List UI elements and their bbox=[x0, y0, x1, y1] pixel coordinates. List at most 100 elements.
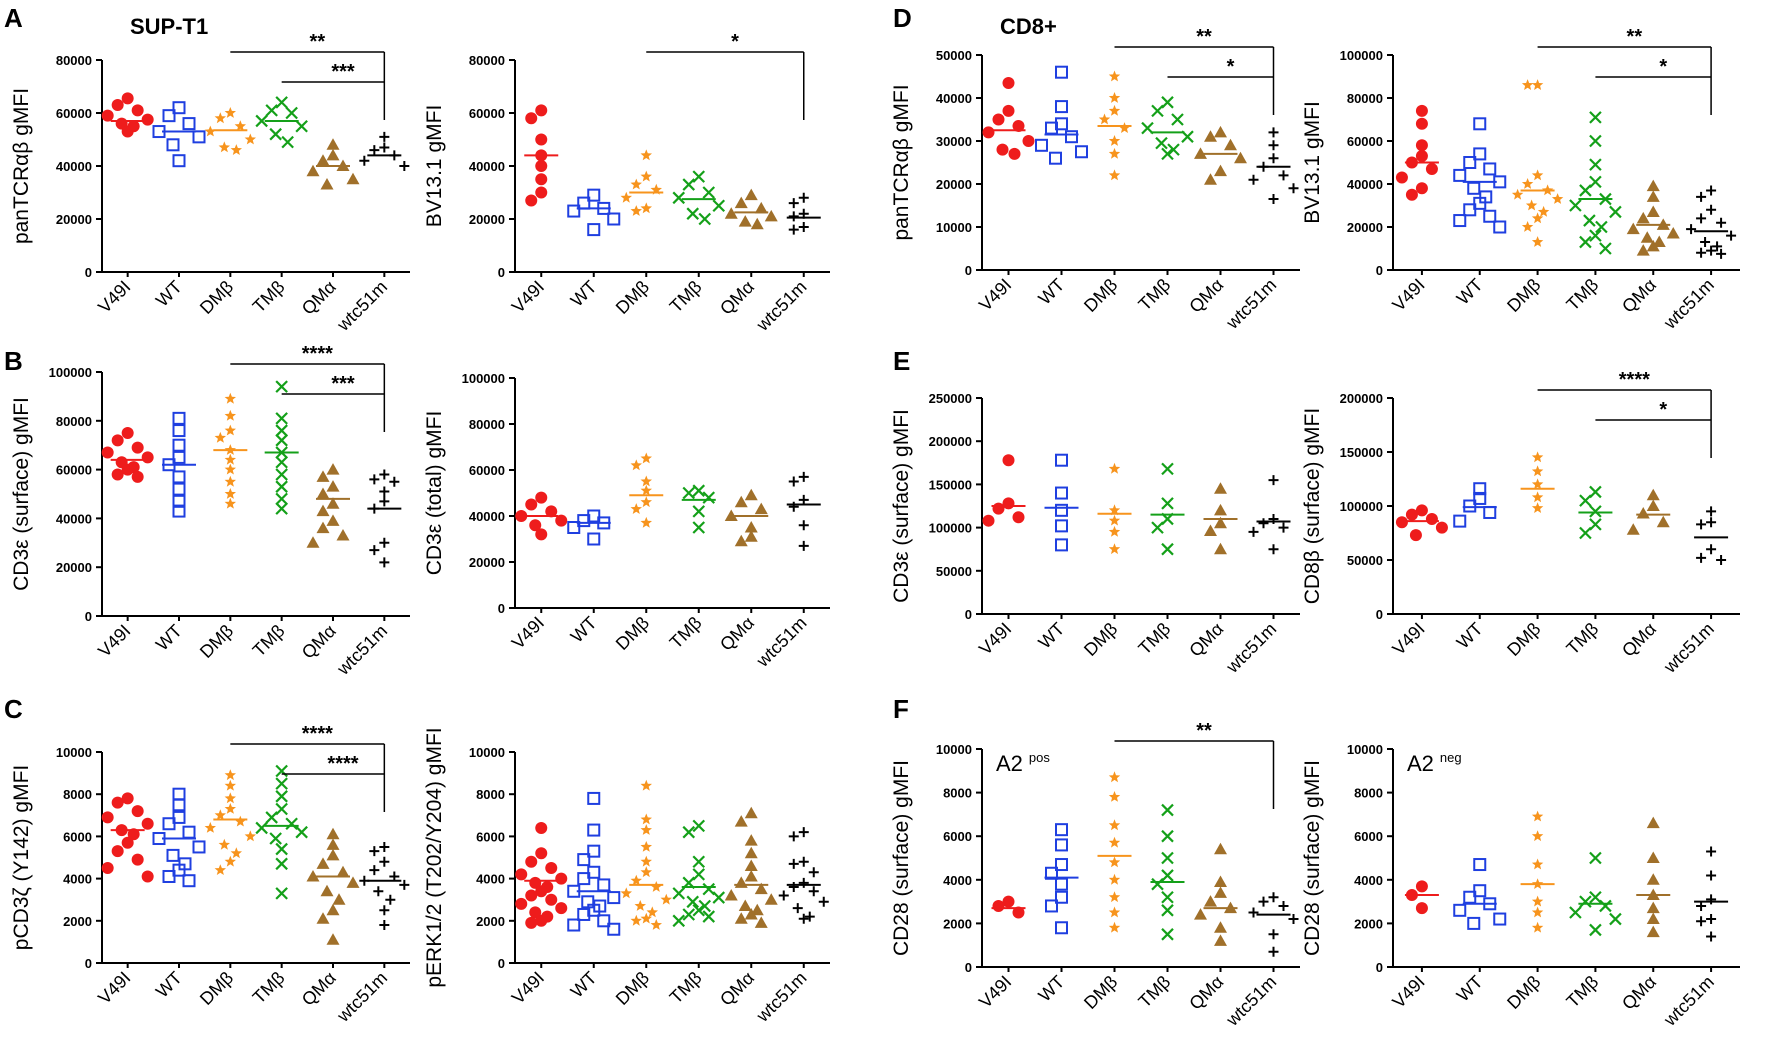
y-tick-label: 2000 bbox=[63, 914, 92, 929]
data-point bbox=[1415, 139, 1428, 152]
series-qma bbox=[306, 827, 360, 945]
data-point bbox=[545, 862, 558, 875]
data-point bbox=[798, 520, 809, 531]
data-point bbox=[1646, 925, 1660, 938]
series-dmb bbox=[1511, 79, 1564, 247]
y-tick-label: 10000 bbox=[1347, 742, 1383, 757]
data-point bbox=[1599, 242, 1612, 255]
data-point bbox=[1425, 512, 1438, 525]
data-point bbox=[1531, 810, 1544, 822]
data-point bbox=[1055, 823, 1068, 837]
data-point bbox=[172, 438, 186, 452]
significance-label: **** bbox=[327, 753, 358, 775]
x-tick-label-qma: QMα bbox=[298, 277, 340, 319]
data-point bbox=[587, 791, 601, 805]
data-point bbox=[682, 178, 696, 191]
data-point bbox=[1055, 100, 1068, 114]
data-point bbox=[1288, 914, 1299, 925]
data-point bbox=[1108, 147, 1121, 159]
data-point bbox=[640, 855, 652, 867]
panel-letter-f: F bbox=[893, 694, 909, 724]
data-point bbox=[1055, 486, 1068, 500]
y-tick-label: 0 bbox=[965, 607, 972, 622]
data-point bbox=[525, 855, 538, 868]
series-qma bbox=[1626, 488, 1671, 535]
data-point bbox=[535, 160, 548, 172]
data-point bbox=[269, 832, 282, 845]
data-point bbox=[597, 914, 611, 928]
data-point bbox=[535, 173, 548, 186]
series-wtc51m bbox=[1694, 506, 1729, 565]
y-tick-label: 0 bbox=[498, 601, 505, 616]
y-tick-label: 80000 bbox=[1347, 91, 1383, 106]
y-tick-label: 6000 bbox=[476, 829, 505, 844]
significance-label: **** bbox=[1619, 369, 1650, 391]
data-point bbox=[597, 878, 611, 892]
data-point bbox=[275, 842, 288, 856]
data-point bbox=[1473, 482, 1487, 496]
data-point bbox=[316, 154, 330, 166]
data-point bbox=[1055, 503, 1068, 517]
series-wt bbox=[1453, 482, 1497, 528]
data-point bbox=[1463, 156, 1477, 169]
data-point bbox=[1151, 104, 1164, 118]
x-tick-label-qma: QMα bbox=[1618, 275, 1660, 317]
data-point bbox=[1531, 491, 1544, 503]
series-v49i bbox=[982, 76, 1035, 160]
data-point bbox=[244, 830, 256, 842]
data-point bbox=[535, 133, 548, 146]
data-point bbox=[788, 476, 799, 487]
series-v49i bbox=[101, 792, 154, 883]
data-point bbox=[1646, 488, 1660, 501]
data-point bbox=[1214, 516, 1227, 529]
data-point bbox=[1583, 214, 1596, 227]
data-point bbox=[1493, 912, 1507, 926]
data-point bbox=[1214, 542, 1227, 555]
y-tick-label: 100000 bbox=[1340, 499, 1383, 514]
data-point bbox=[379, 905, 390, 916]
data-point bbox=[230, 144, 242, 155]
data-point bbox=[111, 468, 124, 481]
data-point bbox=[1483, 505, 1497, 519]
data-point bbox=[1696, 213, 1707, 224]
data-point bbox=[1589, 518, 1602, 531]
data-point bbox=[275, 468, 288, 481]
y-tick-label: 10000 bbox=[936, 742, 972, 757]
data-point bbox=[1531, 502, 1544, 513]
data-point bbox=[788, 882, 799, 893]
data-point bbox=[1022, 135, 1035, 147]
data-point bbox=[1415, 902, 1428, 915]
chart-c-left: 0 2000 4000 6000 8000 10000 pCD3ζ (Y142) gMFI V… bbox=[10, 723, 410, 1026]
data-point bbox=[101, 109, 114, 122]
data-point bbox=[1521, 221, 1534, 232]
data-point bbox=[640, 452, 652, 464]
data-point bbox=[630, 914, 642, 926]
x-tick-label-dmb: DMβ bbox=[1503, 619, 1544, 660]
data-point bbox=[798, 494, 809, 505]
data-point bbox=[1151, 877, 1164, 891]
data-point bbox=[754, 502, 768, 515]
data-point bbox=[285, 106, 298, 120]
series-wtc51m bbox=[786, 192, 821, 235]
data-point bbox=[141, 870, 154, 883]
data-point bbox=[1214, 503, 1227, 516]
data-point bbox=[630, 503, 642, 514]
series-v49i bbox=[991, 895, 1026, 919]
data-point bbox=[224, 792, 236, 804]
y-tick-label: 10000 bbox=[936, 220, 972, 235]
data-point bbox=[640, 202, 652, 214]
data-point bbox=[1415, 104, 1428, 117]
data-point bbox=[798, 192, 809, 203]
data-point bbox=[1194, 908, 1207, 920]
data-point bbox=[1686, 224, 1697, 235]
data-point bbox=[275, 456, 288, 469]
data-point bbox=[369, 865, 380, 876]
series-qma bbox=[1194, 125, 1247, 185]
data-point bbox=[399, 879, 410, 890]
data-point bbox=[1706, 204, 1717, 215]
data-point bbox=[379, 131, 390, 142]
data-point bbox=[1706, 517, 1717, 528]
x-tick-label-dmb: DMβ bbox=[612, 613, 653, 654]
y-tick-label: 100000 bbox=[462, 371, 505, 386]
series-wt bbox=[152, 787, 206, 888]
